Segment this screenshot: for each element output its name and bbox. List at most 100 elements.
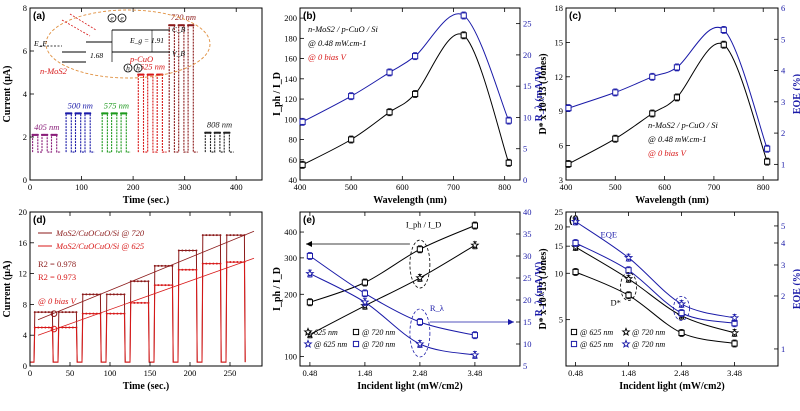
left-y-tick-label: 60 xyxy=(289,155,298,165)
left-y-tick-label: 5 xyxy=(559,315,563,325)
legend-marker xyxy=(303,327,313,336)
series-d-point xyxy=(673,94,681,101)
x-tick-label: 400 xyxy=(560,182,573,192)
series-625nmeqe-point xyxy=(572,239,579,247)
series-625nmeqe-point xyxy=(678,309,685,317)
left-y-tick-label: 25 xyxy=(555,207,564,217)
legend-entry: @ 625 nm xyxy=(314,340,347,349)
callout-r-lambda-label: R_λ xyxy=(430,303,445,313)
pulse-point xyxy=(55,133,58,136)
left-y-tick-label: 4 xyxy=(23,89,28,99)
right-y-tick-label: 1 xyxy=(781,159,785,169)
left-y-tick-label: 160 xyxy=(284,54,297,64)
series-iphid-point xyxy=(386,109,393,116)
series-iphid-point xyxy=(460,32,467,39)
pulse-point xyxy=(228,131,231,134)
pulse-point xyxy=(142,73,145,76)
x-tick-label: 700 xyxy=(447,182,460,192)
left-y-tick-label: 4 xyxy=(23,330,28,340)
pulse-point xyxy=(36,133,39,136)
panel-d-label: (d) xyxy=(33,215,46,226)
legend-marker xyxy=(570,328,578,336)
band-gap-value: 1.68 xyxy=(90,51,103,60)
x-tick-label: 0 xyxy=(28,182,32,192)
legend-marker xyxy=(352,340,360,348)
series-625nmr-point xyxy=(470,350,480,359)
pulse-point xyxy=(115,112,118,115)
pulse-point xyxy=(70,112,73,115)
x-tick-label: 50 xyxy=(66,368,75,378)
x-tick-label: 1.48 xyxy=(357,368,372,378)
panel-a-frame xyxy=(29,7,263,181)
right-y-tick-label: 25 xyxy=(523,273,532,283)
series-720nmiphid-point xyxy=(471,222,478,229)
annotation-power: @ 0.48 mW.cm-1 xyxy=(308,38,367,48)
left-y-tick-label: 120 xyxy=(284,94,297,104)
legend-marker xyxy=(303,339,313,348)
callout-ellipse-right xyxy=(409,308,431,358)
series-eqe-point xyxy=(565,104,572,112)
right-y-axis-title: EQE (%) xyxy=(792,74,800,114)
x-tick-label: 250 xyxy=(224,368,237,378)
series-625nmiphid-point xyxy=(470,240,480,250)
right-y-tick-label: 25 xyxy=(523,19,532,29)
x-tick-label: 3.48 xyxy=(467,368,482,378)
series-720nmeqe-point xyxy=(623,252,634,262)
left-y-tick-label: 12 xyxy=(19,269,28,279)
left-y-tick-label: 140 xyxy=(284,74,297,84)
x-tick-label: 400 xyxy=(294,182,307,192)
right-y-tick-label: 40 xyxy=(523,207,532,217)
series-eqe-line xyxy=(568,26,768,149)
panel-b-label: (b) xyxy=(303,11,316,22)
series-720-fit-marker xyxy=(50,310,58,317)
series-625nmiphid-line xyxy=(309,244,476,335)
legend-entry: @ 720 nm xyxy=(632,340,665,349)
x-tick-label: 800 xyxy=(498,182,511,192)
left-y-tick-label: 100 xyxy=(284,352,297,362)
pulse-label: 500 nm xyxy=(68,100,93,110)
pulse-label: 720 nm xyxy=(171,12,196,22)
series-eqe-point xyxy=(612,89,619,96)
x-tick-label: 200 xyxy=(127,182,140,192)
x-tick-label: 800 xyxy=(757,182,770,192)
panel-a-label: (a) xyxy=(33,11,45,22)
series-iphid-point xyxy=(348,136,355,143)
pulse-point xyxy=(182,24,185,27)
annotation-device: n-MoS2 / p-CuO / Si xyxy=(648,120,719,130)
annotation-bias: @ 0 bias V xyxy=(308,52,348,62)
series-720nmd*-point xyxy=(729,327,740,337)
pulse-trace xyxy=(65,112,95,153)
series-720nmiphid-line xyxy=(309,225,476,303)
callout-dstar-label: D* xyxy=(611,297,621,307)
legend-entry: MoS2/CuOCuO/Si @ 625 xyxy=(55,241,144,251)
x-axis-title: Incident light (mW/cm2) xyxy=(357,381,463,392)
series-d-point xyxy=(764,158,771,165)
legend-entry: 625 nm xyxy=(314,328,338,337)
series-720nmeqe-line xyxy=(575,221,735,319)
annotation-bias: @ 0 bias V xyxy=(38,296,78,306)
left-y-tick-label: 6 xyxy=(559,141,563,151)
legend-entry: @ 720 nm xyxy=(632,328,665,337)
series-625nmr-line xyxy=(309,273,475,356)
x-tick-label: 150 xyxy=(144,368,157,378)
right-y-axis-title: EQE (%) xyxy=(792,269,800,309)
left-y-tick-label: 40 xyxy=(289,175,298,185)
series-720nmiphid-point xyxy=(416,246,423,253)
pulse-trace xyxy=(101,112,131,153)
x-tick-label: 3.48 xyxy=(727,368,742,378)
left-y-tick-label: 8 xyxy=(23,3,27,13)
right-y-tick-label: 5 xyxy=(781,221,785,231)
pulse-trace xyxy=(32,134,61,153)
right-y-tick-label: 15 xyxy=(523,81,532,91)
pulse-point xyxy=(46,133,49,136)
series-625nmeqe-point xyxy=(625,267,632,274)
x-tick-label: 2.48 xyxy=(674,368,689,378)
r-squared-720: R2 = 0.978 xyxy=(38,259,76,269)
right-y-tick-label: 20 xyxy=(523,295,532,305)
right-y-tick-label: 35 xyxy=(523,229,532,239)
left-y-axis-title: Current (μA) xyxy=(2,261,13,318)
inset-outline xyxy=(45,9,211,79)
pulse-point xyxy=(89,112,92,115)
series-d-point xyxy=(649,110,656,117)
